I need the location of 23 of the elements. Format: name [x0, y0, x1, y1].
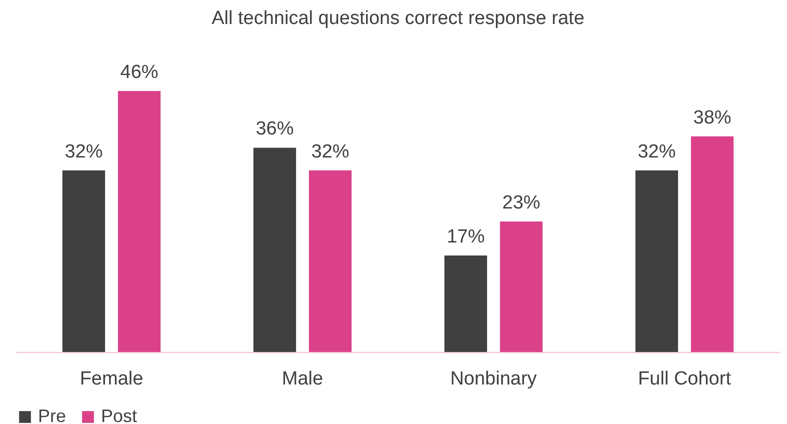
legend-label: Post: [101, 406, 138, 424]
chart-title: All technical questions correct response rate: [212, 8, 584, 29]
bar: [500, 222, 543, 352]
bar: [690, 136, 734, 352]
data-label: 32%: [64, 141, 103, 162]
data-label: 23%: [502, 192, 540, 214]
data-label: 36%: [256, 118, 294, 140]
data-label: 17%: [446, 226, 485, 248]
data-label: 38%: [693, 107, 732, 128]
bar: [62, 170, 106, 352]
bar: [253, 148, 296, 352]
x-tick-label: Female: [80, 368, 144, 390]
bar: [444, 256, 488, 352]
x-tick-label: Full Cohort: [638, 368, 732, 390]
legend-label: Pre: [38, 406, 66, 424]
x-tick-label: Male: [282, 368, 324, 390]
data-label: 32%: [638, 141, 676, 162]
bar: [118, 91, 161, 352]
data-label: 46%: [120, 62, 158, 83]
data-label: 32%: [311, 141, 350, 162]
bar: [308, 170, 352, 352]
bar: [635, 170, 678, 352]
x-tick-label: Nonbinary: [450, 368, 538, 390]
